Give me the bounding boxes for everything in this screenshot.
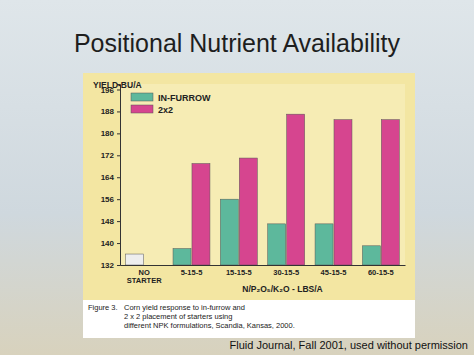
y-tick-mark (117, 199, 120, 200)
y-tick: 148 (101, 217, 120, 226)
slide-title: Positional Nutrient Availability (74, 29, 401, 57)
chart-panel (83, 73, 415, 300)
y-axis-line (117, 85, 121, 266)
x-tick: 15-15-5 (226, 265, 252, 277)
x-tick: NOSTARTER (127, 265, 162, 285)
bar (239, 158, 257, 265)
y-tick-mark (117, 133, 120, 134)
caption-line: Figure 3. (88, 303, 118, 312)
y-tick-mark (117, 265, 120, 266)
bar (268, 224, 286, 265)
slide: Positional Nutrient Availability 132 140 14… (0, 0, 474, 355)
y-tick: 180 (101, 129, 120, 138)
y-tick-label: 156 (101, 195, 115, 204)
y-tick-label: 148 (101, 217, 115, 226)
y-tick-mark (117, 243, 120, 244)
source-note: Fluid Journal, Fall 2001, used without p… (230, 339, 468, 351)
x-tick-label: NOSTARTER (127, 268, 162, 285)
caption-line: different NPK formulations, Scandia, Kan… (124, 321, 295, 330)
bar (362, 246, 380, 265)
bars (126, 114, 400, 265)
bar (315, 224, 333, 265)
legend-label: 2x2 (158, 105, 173, 115)
y-tick-label: 164 (101, 173, 115, 182)
y-tick: 188 (101, 107, 120, 116)
x-tick-label: 45-15-5 (321, 268, 347, 277)
y-tick: 140 (101, 239, 120, 248)
caption-panel (83, 300, 415, 338)
y-tick: 172 (101, 151, 120, 160)
x-tick: 60-15-5 (368, 265, 394, 277)
x-tick: 30-15-5 (273, 265, 299, 277)
y-tick-label: 172 (101, 151, 115, 160)
bar (126, 254, 144, 265)
y-tick-label: 180 (101, 129, 115, 138)
y-tick-mark (117, 221, 120, 222)
x-tick: 5-15-5 (181, 265, 203, 277)
bar (334, 120, 352, 265)
y-tick: 156 (101, 195, 120, 204)
legend: IN-FURROW 2x2 (131, 93, 211, 115)
caption-line: Corn yield response to in-furrow and (124, 303, 245, 312)
y-axis: 132140148156164172180188196 (101, 85, 121, 271)
x-tick-label: 15-15-5 (226, 268, 252, 277)
caption: Figure 3. Corn yield response to in-furro… (88, 303, 295, 330)
y-tick-label: 140 (101, 239, 115, 248)
y-tick: 132 (101, 261, 120, 270)
y-axis-label: YIELD-BU/A (93, 80, 142, 90)
caption-line: 2 x 2 placement of starters using (124, 312, 232, 321)
y-tick-mark (117, 177, 120, 178)
x-tick-label: 5-15-5 (181, 268, 203, 277)
bar (192, 164, 210, 265)
plot-area (120, 84, 405, 265)
x-axis: NOSTARTER 5-15-5 15-15-5 30-15-5 45-15-5 60-1… (121, 265, 406, 285)
y-tick-mark (117, 111, 120, 112)
bar (173, 249, 191, 265)
x-tick: 45-15-5 (321, 265, 347, 277)
bar (287, 114, 305, 265)
legend-swatch (131, 93, 153, 101)
legend-swatch (131, 105, 153, 113)
x-axis-line (121, 265, 406, 266)
bar (220, 199, 238, 265)
x-axis-label: N/P₂O₅/K₂O - LBS/A (242, 284, 322, 294)
x-tick-label: 60-15-5 (368, 268, 394, 277)
y-tick-label: 188 (101, 107, 115, 116)
y-tick-label: 132 (101, 261, 115, 270)
bar (381, 120, 399, 265)
y-tick-mark (117, 155, 120, 156)
x-tick-label-line: STARTER (127, 276, 162, 285)
legend-label: IN-FURROW (158, 93, 211, 103)
x-tick-label: 30-15-5 (273, 268, 299, 277)
y-tick: 164 (101, 173, 120, 182)
